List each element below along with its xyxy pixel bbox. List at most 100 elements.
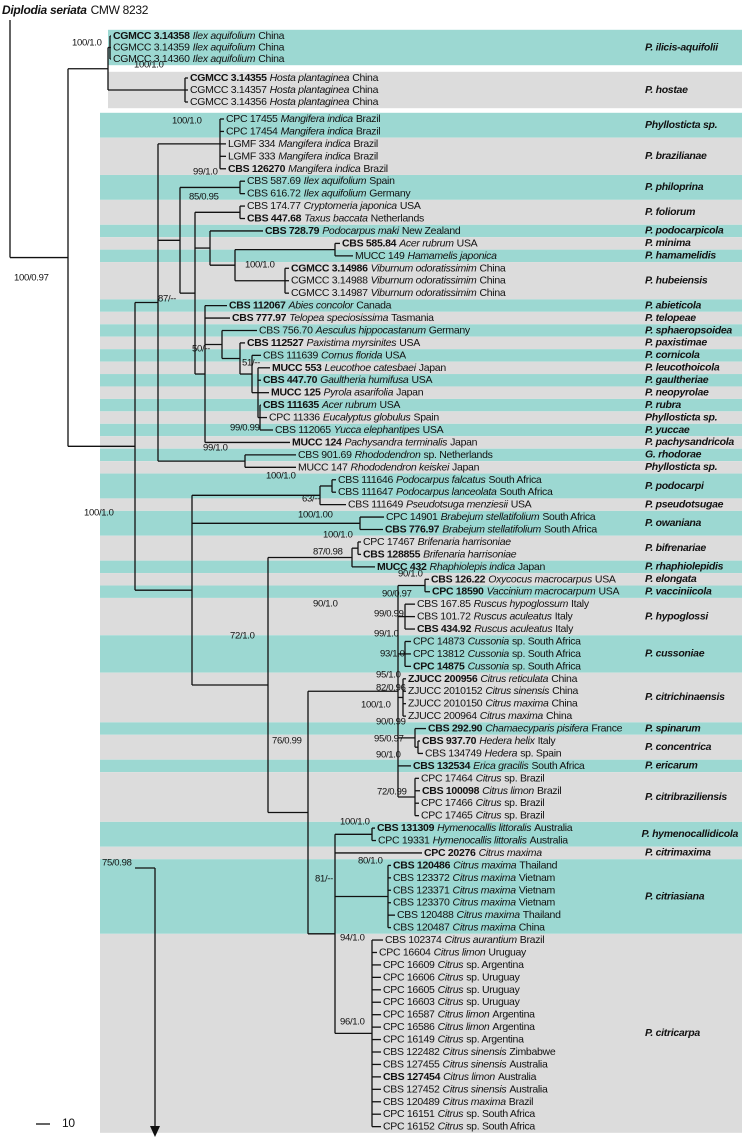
origin: Tasmania [391,312,434,324]
support-value: 100/1.00 [298,510,333,521]
origin: sp. South Africa [466,1108,535,1120]
clade-band [100,672,742,723]
origin: Thailand [519,859,557,871]
clade-name: Phyllosticta sp. [645,411,718,423]
host: Viburnum odoratissimim [371,287,477,299]
strain: CBS 111635 [263,399,319,411]
host: Ilex aquifolium [193,41,256,53]
strain: CPC 16606 [383,971,435,983]
support-value: 72/0.99 [377,787,407,798]
leaf-label: CGMCC 3.14355 Hosta plantaginea China [190,72,379,84]
origin: Brazil [353,150,377,162]
strain: CPC 17454 [226,125,278,137]
clade-band [100,374,742,387]
clade-band [100,461,742,474]
host: Cussonia [468,635,510,647]
strain: CBS 292.90 [428,722,483,734]
clade-name: Phyllosticta sp. [645,119,718,131]
clade-band [100,361,742,374]
host: Mangifera indica [281,125,354,137]
strain: CBS 112527 [247,337,304,349]
host: Cussonia [468,660,510,672]
leaf-label: MUCC 147 Rhododendron keiskei Japan [298,461,480,473]
strain: CBS 123371 [393,884,450,896]
strain: MUCC 124 [292,436,342,448]
leaf-label: MUCC 149 Hamamelis japonica [355,250,497,262]
origin: China [258,30,284,42]
origin: sp. Brazil [504,809,544,821]
origin: China [352,72,378,84]
clade-name: P. rhaphiolepidis [645,561,724,573]
strain: ZJUCC 200964 [408,710,477,722]
origin: China [479,262,505,274]
strain: CBS 616.72 [247,187,301,199]
origin: Uruguay [488,946,527,958]
host: Citrus [438,996,465,1008]
host: Brabejum stellatifolium [441,511,540,523]
support-value: 99/0.99 [230,423,260,434]
host: Hedera helix [479,735,535,747]
clade-name: P. brazilianae [645,150,707,162]
host: Telopea speciosissima [289,312,388,324]
support-value: 90/0.99 [376,717,406,728]
leaf-label: LGMF 334 Mangifera indica Brazil [228,138,378,150]
clade-name: P. hubeiensis [645,275,708,287]
origin: France [591,722,622,734]
support-value: 94/1.0 [340,933,365,944]
leaf-label: CBS 616.72 Ilex aquifolium Germany [247,187,411,199]
origin: China [352,84,378,96]
origin: sp. Spain [520,747,562,759]
clade-name: P. spinarum [645,722,700,734]
clade-name: P. podocarpicola [645,225,724,237]
host: Yucca elephantipes [334,424,421,436]
leaf-label: CPC 19331 Hymenocallis littoralis Australi… [378,834,568,846]
leaf-label: ZJUCC 200964 Citrus maxima China [408,710,572,722]
origin: China [551,673,577,685]
clade-name: P. gaultheriae [645,374,709,386]
clade-name: P. sphaeropsoidea [645,324,732,336]
leaf-label: CBS 434.92 Ruscus aculeatus Italy [417,623,574,635]
leaf-label: CPC 17455 Mangifera indica Brazil [226,113,380,125]
host: Ruscus aculeatus [474,610,553,622]
clade-band [100,759,742,773]
host: Ilex aquifolium [304,187,367,199]
strain: CBS 120489 [383,1096,440,1108]
strain: CBS 132534 [413,760,471,772]
leaf-label: CBS 112067 Abies concolor Canada [229,299,392,311]
clade-name: P. citrimaxima [645,847,711,859]
origin: sp. South Africa [512,648,581,660]
clade-name: P. citrichinaensis [645,691,725,703]
strain: ZJUCC 200956 [408,673,478,685]
leaf-label: CBS 127455 Citrus sinensis Australia [383,1058,548,1070]
strain: CPC 16604 [379,946,431,958]
strain: CPC 14873 [413,635,465,647]
leaf-label: CPC 14875 Cussonia sp. South Africa [413,660,581,672]
origin: Brazil [356,113,380,125]
leaf-label: CPC 16604 Citrus limon Uruguay [379,946,527,958]
host: Ilex aquifolium [193,53,256,65]
leaf-label: CBS 123371 Citrus maxima Vietnam [393,884,556,896]
clade-name: P. telopeae [645,312,696,324]
clade-band [100,473,742,499]
origin: Canada [356,299,391,311]
leaf-label: MUCC 125 Pyrola asarifolia Japan [271,386,424,398]
leaf-label: CGMCC 3.14357 Hosta plantaginea China [190,84,379,96]
origin: Vietnam [519,897,556,909]
leaf-label: CBS 102374 Citrus aurantium Brazil [385,934,544,946]
leaf-label: CBS 167.85 Ruscus hypoglossum Italy [417,598,590,610]
strain: MUCC 553 [272,362,322,374]
clade-band [100,821,742,847]
host: Hosta plantaginea [270,84,350,96]
leaf-label: CBS 937.70 Hedera helix Italy [422,735,556,747]
leaf-label: CBS 587.69 Ilex aquifolium Spain [247,175,395,187]
strain: CPC 17465 [421,809,473,821]
leaf-label: MUCC 124 Pachysandra terminalis Japan [292,436,478,448]
leaf-label: CBS 120487 Citrus maxima China [393,921,545,933]
strain: CBS 434.92 [417,623,472,635]
leaf-label: CBS 127454 Citrus limon Australia [383,1071,537,1083]
host: Eucalyptus globulus [323,411,412,423]
host: Citrus maxima [480,710,544,722]
leaf-label: CBS 122482 Citrus sinensis Zimbabwe [383,1046,556,1058]
host: Mangifera indica [281,113,354,125]
